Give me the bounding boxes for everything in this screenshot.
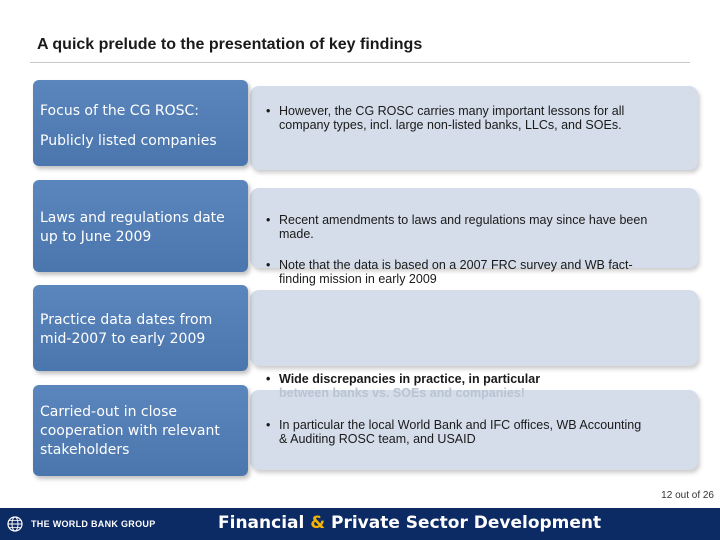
row-label-laws: Laws and regulations date up to June 200…	[33, 180, 248, 272]
bullet-cooperation-text: In particular the local World Bank and I…	[279, 418, 642, 446]
row-label-focus: Focus of the CG ROSC: Publicly listed co…	[33, 80, 248, 166]
row-label-practice: Practice data dates from mid-2007 to ear…	[33, 285, 248, 371]
content-box-1	[250, 86, 698, 170]
bullet-cooperation: • In particular the local World Bank and…	[266, 418, 642, 446]
globe-icon	[7, 516, 23, 532]
org-name: THE WORLD BANK GROUP	[31, 519, 156, 529]
content-box-4	[250, 390, 698, 470]
page-title: A quick prelude to the presentation of k…	[37, 36, 423, 53]
brand-title: Financial & Private Sector Development	[218, 513, 602, 533]
row-label-stakeholders: Carried-out in close cooperation with re…	[33, 385, 248, 476]
row-label-stakeholders-text: Carried-out in close cooperation with re…	[40, 404, 220, 458]
row-label-focus-line1: Focus of the CG ROSC:	[40, 103, 200, 119]
page-number: 12 out of 26	[661, 490, 714, 501]
row-label-practice-text: Practice data dates from mid-2007 to ear…	[40, 312, 213, 347]
bullet-amendments-text: Recent amendments to laws and regulation…	[279, 213, 648, 241]
content-box-3	[250, 290, 698, 366]
content-box-2	[250, 188, 698, 268]
footer-bar: THE WORLD BANK GROUP Financial & Private…	[0, 508, 720, 540]
row-label-laws-text: Laws and regulations date up to June 200…	[40, 210, 225, 245]
bullet-discrepancies-faded-text: between banks vs. SOEs and companies!	[279, 386, 525, 400]
bullet-discrepancies: • Wide discrepancies in practice, in par…	[266, 372, 541, 400]
bullet-lessons-text: However, the CG ROSC carries many import…	[279, 104, 625, 132]
title-divider	[30, 62, 690, 63]
bullet-discrepancies-text: Wide discrepancies in practice, in parti…	[279, 372, 541, 386]
row-label-focus-line2: Publicly listed companies	[40, 133, 217, 149]
bullet-data-note-text: Note that the data is based on a 2007 FR…	[279, 258, 633, 286]
bullet-lessons: • However, the CG ROSC carries many impo…	[266, 104, 625, 132]
bullet-data-note: • Note that the data is based on a 2007 …	[266, 258, 633, 286]
bullet-amendments: • Recent amendments to laws and regulati…	[266, 213, 648, 241]
